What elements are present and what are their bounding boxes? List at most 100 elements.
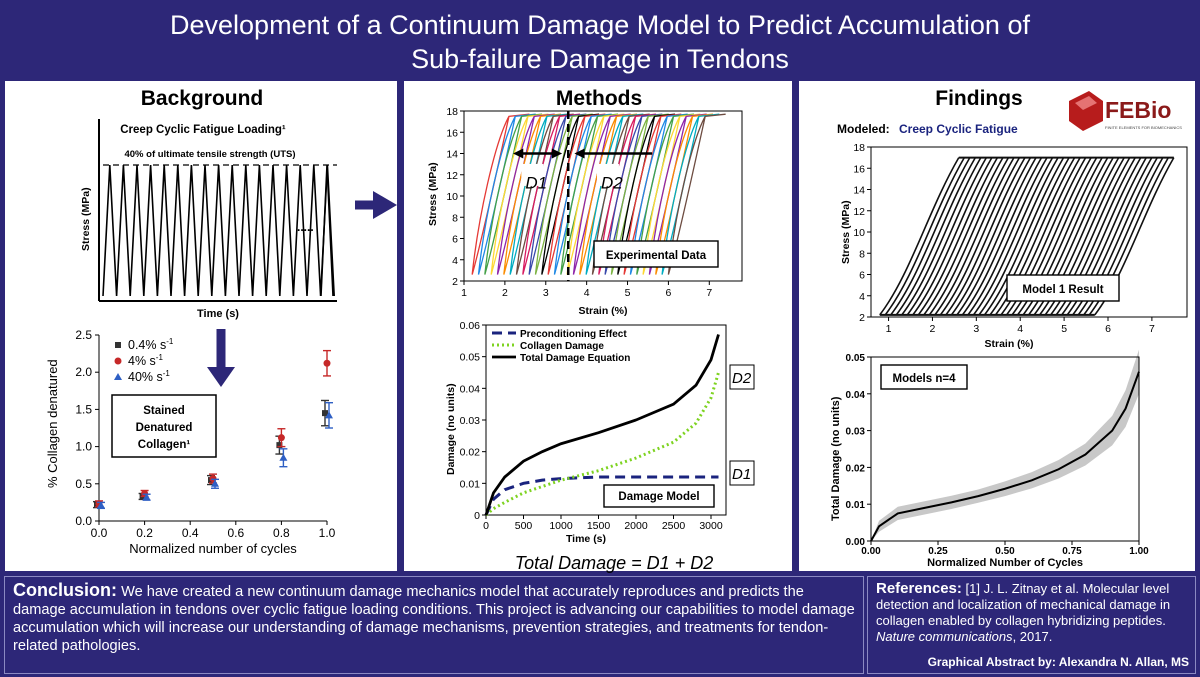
damage-equation: Total Damage = D1 + D2 xyxy=(515,553,713,573)
exp-y-tick-label: 18 xyxy=(446,106,458,118)
exp-x-tick-label: 3 xyxy=(543,287,549,299)
model-y-tick-label: 14 xyxy=(853,185,865,197)
model-cycle-curve xyxy=(994,157,1076,316)
experimental-data-box xyxy=(593,240,719,268)
damage-legend-label: Preconditioning Effect xyxy=(520,329,627,340)
damage-y-tick-label: 0.01 xyxy=(460,478,481,490)
d2-curve-box xyxy=(729,364,755,390)
scatter-point-square xyxy=(322,410,328,417)
model-x-tick-label: 5 xyxy=(1061,323,1067,335)
total-x-tick-label: 0.00 xyxy=(861,546,881,557)
creep-title: Creep Cyclic Fatigue Loading¹ xyxy=(120,124,286,136)
exp-y-tick-label: 14 xyxy=(446,149,458,161)
scatter-x-tick-label: 0.4 xyxy=(182,526,199,540)
exp-x-tick-label: 6 xyxy=(665,287,671,299)
model-cycle-curve xyxy=(879,157,960,316)
references-year: , 2017. xyxy=(1012,629,1053,644)
d1-curve-label: D1 xyxy=(732,466,751,483)
legend-superscript: -1 xyxy=(163,369,171,378)
scatter-point-triangle xyxy=(97,501,105,509)
scatter-point-circle xyxy=(323,359,331,367)
findings-title: Findings xyxy=(935,87,1023,110)
sawtooth-last-cycle xyxy=(320,164,334,297)
exp-x-tick-label: 5 xyxy=(625,287,631,299)
model-y-tick-label: 10 xyxy=(853,227,865,239)
exp-x-tick-label: 1 xyxy=(461,287,467,299)
damage-y-tick-label: 0.04 xyxy=(460,383,481,395)
scatter-point-circle xyxy=(277,434,285,442)
model-x-tick-label: 2 xyxy=(930,323,936,335)
model-cycle-curve xyxy=(939,157,1021,316)
damage-x-tick-label: 0 xyxy=(483,520,489,532)
model-result-label: Model 1 Result xyxy=(1022,284,1103,296)
legend-label: 40% s-1 xyxy=(128,369,170,384)
methods-title: Methods xyxy=(555,87,643,110)
legend-superscript: -1 xyxy=(156,353,164,362)
conclusion-label: Conclusion: xyxy=(13,580,117,600)
scatter-y-tick-label: 0.0 xyxy=(75,514,92,528)
scatter-x-tick-label: 0.6 xyxy=(227,526,244,540)
damage-y-tick-label: 0.06 xyxy=(460,320,481,332)
model-cycle-curve xyxy=(906,157,988,316)
model-cycle-curve xyxy=(884,157,965,316)
damage-x-tick-label: 3000 xyxy=(699,520,723,532)
author-credit: Graphical Abstract by: Alexandra N. Alla… xyxy=(927,655,1189,669)
scatter-y-tick-label: 1.5 xyxy=(75,402,92,416)
model-cycle-curve xyxy=(934,157,1015,316)
damage-chart: 0 500 1000 1500 2000 2500 3000 0 0.01 0.02 0.03 0.0… xyxy=(445,320,755,545)
febio-logo: FEBio FINITE ELEMENTS FOR BIOMECHANICS xyxy=(1057,89,1189,133)
scatter-y-tick-label: 2.0 xyxy=(75,365,92,379)
exp-xlabel: Strain (%) xyxy=(578,305,627,317)
scatter-x-tick-label: 1.0 xyxy=(319,526,336,540)
hysteresis-loops xyxy=(471,113,726,275)
d1-label: D1 xyxy=(525,174,547,193)
model-y-tick-label: 8 xyxy=(859,248,865,260)
total-y-tick-label: 0.03 xyxy=(846,427,866,438)
title-line-2: Sub-failure Damage in Tendons xyxy=(411,44,789,74)
legend-superscript: -1 xyxy=(166,337,174,346)
model-x-tick-label: 7 xyxy=(1149,323,1155,335)
model-ylabel: Stress (MPa) xyxy=(840,200,852,264)
scatter-point-triangle xyxy=(279,453,288,461)
model-cycle-curve xyxy=(961,157,1043,316)
methods-panel: Methods D1 D2 Experimental Data 1 2 3 4 5 6 7 2 4 6 8… xyxy=(403,80,793,573)
d1-arrow-head-left xyxy=(513,148,524,159)
sawtooth-line xyxy=(102,164,335,297)
logo-text: FEBio xyxy=(1105,97,1171,123)
model-cycle-curve xyxy=(945,157,1026,316)
total-y-tick-label: 0.00 xyxy=(846,537,866,548)
scatter-point-triangle xyxy=(142,493,151,501)
exp-y-tick-label: 4 xyxy=(452,255,458,267)
scatter-y-tick-label: 2.5 xyxy=(75,328,92,342)
exp-x-tick-label: 2 xyxy=(502,287,508,299)
exp-y-tick-label: 6 xyxy=(452,234,458,246)
scatter-point-triangle xyxy=(325,411,333,419)
exp-x-tick-label: 4 xyxy=(584,287,590,299)
model-cycle-curve xyxy=(950,157,1032,316)
model-cycle-curve xyxy=(917,157,999,316)
model-x-tick-label: 4 xyxy=(1017,323,1023,335)
damage-series-line xyxy=(485,372,720,517)
background-panel: Background Creep Cyclic Fatigue Loading¹… xyxy=(4,80,398,572)
damage-x-tick-label: 2500 xyxy=(662,520,686,532)
exp-x-tick-label: 7 xyxy=(706,287,712,299)
scatter-point-square xyxy=(276,442,283,449)
stained-line-2: Denatured xyxy=(136,422,193,434)
damage-series-line xyxy=(484,334,720,516)
findings-figure: FEBio FINITE ELEMENTS FOR BIOMECHANICS M… xyxy=(830,89,1189,569)
model-cycle-curve xyxy=(901,157,982,316)
legend-marker-triangle xyxy=(114,373,122,380)
damage-legend-label: Collagen Damage xyxy=(520,341,604,352)
references-text: [1] J. L. Zitnay et al. Molecular level … xyxy=(876,581,1171,628)
creep-xlabel: Time (s) xyxy=(197,308,239,320)
legend-label: 0.4% s-1 xyxy=(128,337,174,352)
model-cycle-curve xyxy=(923,157,1004,316)
model-y-tick-label: 18 xyxy=(853,142,865,154)
references-box: References: [1] J. L. Zitnay et al. Mole… xyxy=(867,576,1196,674)
scatter-x-tick-label: 0.2 xyxy=(136,526,153,540)
damage-x-tick-label: 1000 xyxy=(549,520,573,532)
d1-curve-box xyxy=(729,460,755,486)
